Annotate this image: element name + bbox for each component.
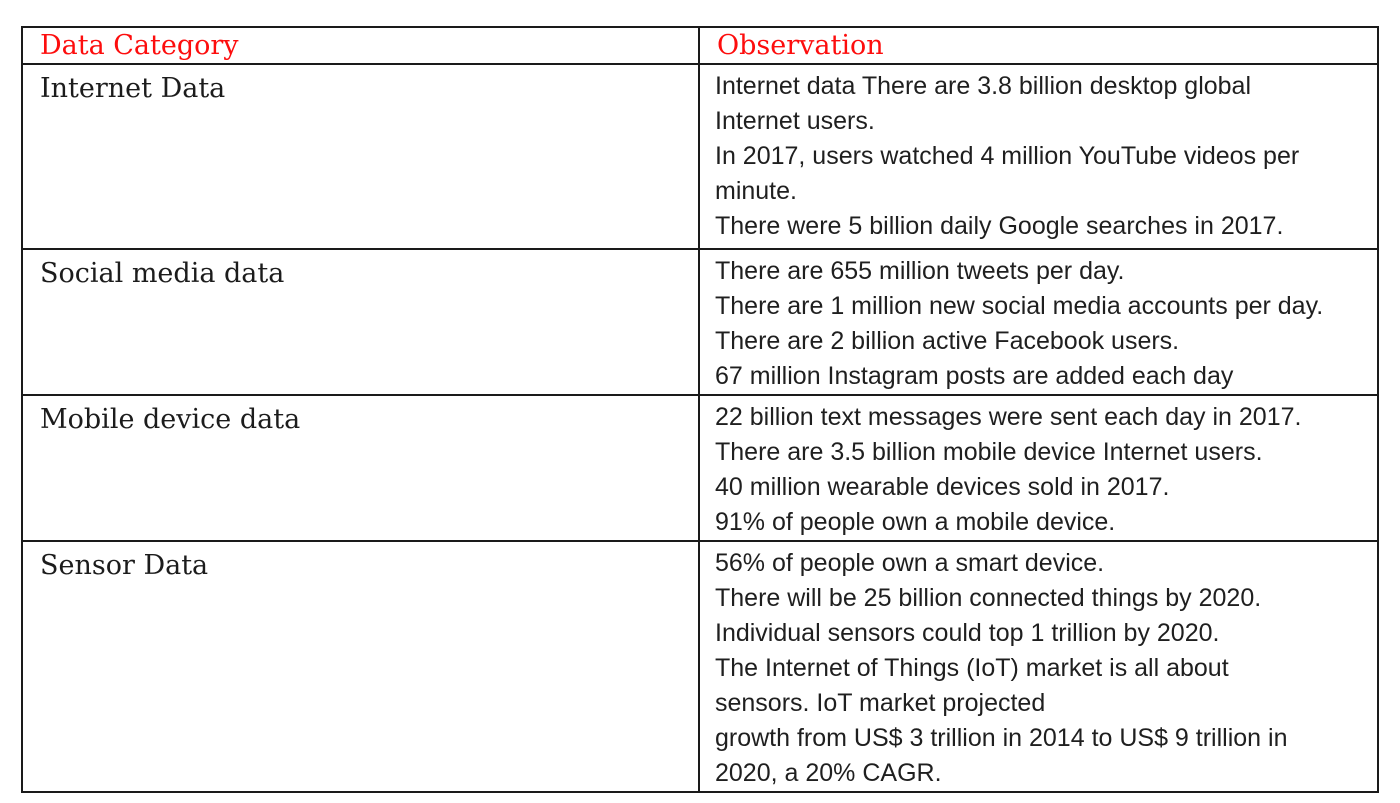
- data-category-table: Data Category Observation Internet Data …: [21, 26, 1379, 793]
- table-row: Mobile device data 22 billion text messa…: [21, 394, 1379, 542]
- category-sensor-data: Sensor Data: [21, 540, 700, 793]
- table-header-row: Data Category Observation: [21, 26, 1379, 65]
- observation-internet-data: Internet data There are 3.8 billion desk…: [698, 63, 1379, 250]
- column-header-data-category: Data Category: [21, 26, 700, 65]
- observation-sensor-data: 56% of people own a smart device. There …: [698, 540, 1379, 793]
- category-social-media-data: Social media data: [21, 248, 700, 396]
- observation-social-media-data: There are 655 million tweets per day. Th…: [698, 248, 1379, 396]
- column-header-observation: Observation: [698, 26, 1379, 65]
- category-internet-data: Internet Data: [21, 63, 700, 250]
- table-row: Social media data There are 655 million …: [21, 248, 1379, 396]
- table-row: Internet Data Internet data There are 3.…: [21, 63, 1379, 250]
- table-row: Sensor Data 56% of people own a smart de…: [21, 540, 1379, 793]
- observation-mobile-device-data: 22 billion text messages were sent each …: [698, 394, 1379, 542]
- category-mobile-device-data: Mobile device data: [21, 394, 700, 542]
